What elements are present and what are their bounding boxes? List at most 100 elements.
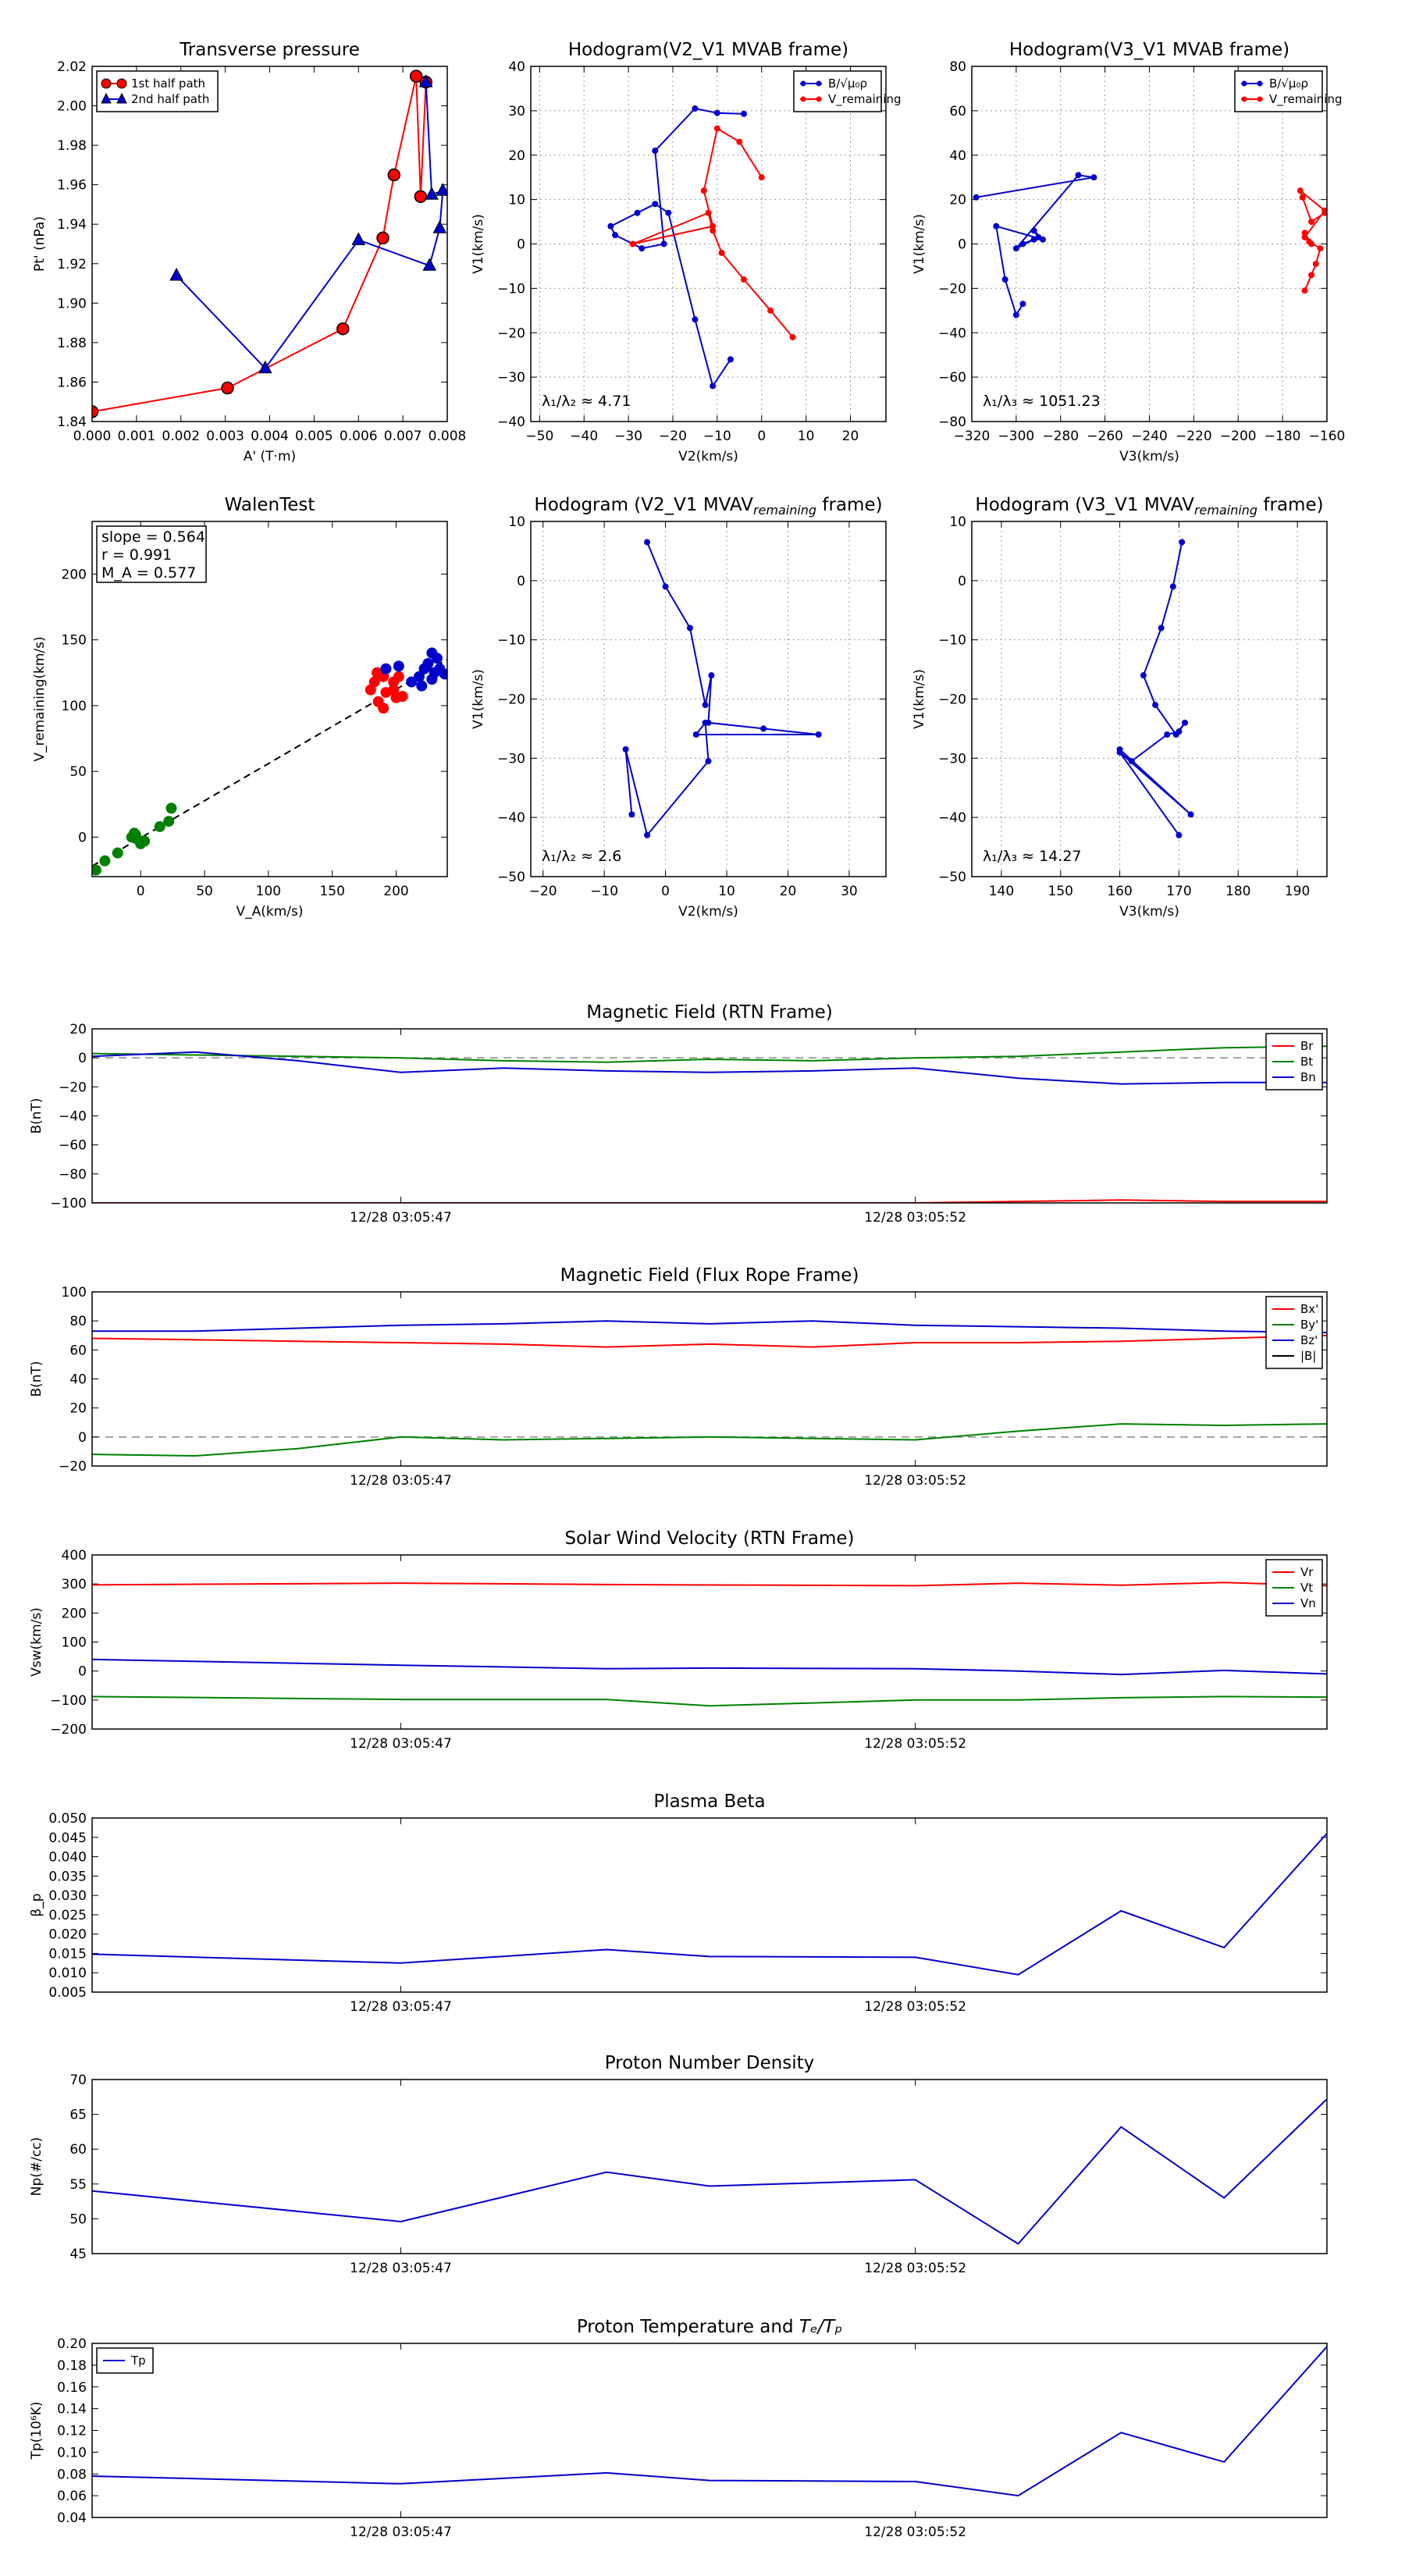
y-tick-label: 100 [62,1285,87,1300]
y-tick-label: 1.92 [57,257,87,272]
y-tick-label: 0 [78,830,87,845]
x-tick-label: −260 [1087,429,1123,444]
x-tick-label: 170 [1166,884,1191,899]
y-tick-label: 0.20 [57,2336,87,2352]
y-axis-label: V_remaining(km/s) [32,636,48,761]
title-math: Tₑ/Tₚ [799,2317,842,2337]
y-tick-label: −10 [497,281,525,297]
series-line-Br [92,1199,1327,1203]
data-point-dot [1308,240,1315,247]
x-tick-label: 0.002 [162,429,200,444]
chart-walen-test: WalenTest 0 50 100 150 200 0 50 100 150 200 V_A(km/… [32,495,448,920]
plot-frame [91,521,448,877]
legend-box [793,70,882,112]
data-point-dot [1019,240,1026,247]
data-point-dot [1172,731,1179,738]
data-point-dot [1179,539,1186,546]
data-point-dot [1164,731,1171,738]
y-tick-label: 0.18 [57,2358,87,2374]
y-tick-label: 0.050 [48,1811,87,1827]
x-tick-label: 12/28 03:05:52 [864,1999,966,2015]
data-point-dot [993,222,1000,229]
chart-magnetic-field-rtn: Magnetic Field (RTN Frame) 12/28 03:05:47… [29,1002,1328,1226]
y-tick-label: −60 [938,370,966,386]
x-tick-label: 12/28 03:05:52 [864,2261,966,2276]
plot-area [92,1045,1327,1203]
plot-area [92,2098,1327,2245]
data-point-dot [713,109,720,116]
legend-label: Br [1300,1039,1314,1053]
data-point-dot [1308,219,1315,226]
chart-title: WalenTest [225,495,315,515]
series-line-Vt [92,1695,1327,1707]
data-point-dot [622,745,629,753]
y-tick-label: 80 [949,59,966,75]
series-line-B/√μ₀ρ [976,174,1094,317]
plot-frame [91,1554,1328,1730]
data-point-triangle [422,258,437,271]
data-point-dot [973,194,980,201]
stats-box [96,525,207,583]
x-tick-label: 20 [842,429,859,444]
x-tick-label: 0.001 [118,429,156,444]
y-tick-label: 2.02 [57,59,87,75]
data-point-dot [705,209,712,216]
chart-title: Hodogram(V3_V1 MVAB frame) [1009,40,1289,60]
x-tick-label: 12/28 03:05:47 [350,1210,452,1226]
data-point-triangle [351,232,366,245]
x-tick-label: 12/28 03:05:47 [350,2261,452,2276]
data-point-dot [1297,187,1304,194]
legend-label: B/√μ₀ρ [1269,76,1308,91]
y-tick-label: −60 [59,1138,87,1154]
x-tick-label: −180 [1264,429,1301,444]
y-tick-label: 300 [62,1577,87,1592]
y-tick-label: 0 [958,237,966,253]
data-point-dot [736,138,743,145]
data-point-dot [1012,311,1019,318]
y-tick-label: −50 [938,870,966,885]
chart-title: Hodogram (V2_V1 MVAVremaining frame) [534,495,882,518]
y-axis-label: V1(km/s) [912,669,927,729]
data-point-dot [815,731,822,738]
series-line-beta [92,1833,1327,1976]
x-tick-label: 0.000 [73,429,112,444]
y-tick-label: 60 [69,1343,87,1358]
legend-marker [1257,80,1263,87]
data-point-dot [1128,758,1135,765]
series-line-Bn [92,1051,1327,1085]
data-point-dot [705,719,712,726]
stats-r: r = 0.991 [101,546,172,564]
y-tick-label: 20 [69,1022,87,1037]
scatter-point [92,864,101,876]
y-tick-label: 0.015 [48,1946,87,1962]
x-tick-label: −240 [1131,429,1168,444]
y-axis-label: Vsw(km/s) [29,1607,44,1677]
y-tick-label: 20 [949,193,966,208]
y-tick-label: 70 [69,2073,87,2088]
y-tick-label: 60 [949,104,966,119]
x-tick-label: 0.006 [340,429,378,444]
chart-hodogram-v2-v1-mvav: Hodogram (V2_V1 MVAVremaining frame)−20−… [471,495,887,920]
data-point-dot [1169,583,1176,590]
data-point-dot [1187,811,1194,818]
y-tick-label: 0.16 [57,2380,87,2396]
plot-frame [971,66,1328,422]
x-tick-label: 0.003 [206,429,244,444]
x-tick-label: 0 [757,429,766,444]
data-point-dot [652,148,659,155]
y-tick-label: −20 [59,1459,87,1475]
plot-area [622,539,822,838]
y-tick-label: 0.010 [48,1966,87,1981]
data-point-dot [692,105,699,112]
stats-ma: M_A = 0.577 [101,564,196,582]
legend-marker [1241,96,1247,102]
y-tick-label: 55 [69,2177,87,2193]
legend-marker [101,78,112,89]
x-tick-label: 50 [196,884,213,899]
data-point-dot [1012,245,1019,252]
x-tick-label: 100 [256,884,281,899]
x-tick-label: 140 [989,884,1014,899]
scatter-point [112,847,123,859]
title-part: Hodogram (V3_V1 MVAV [975,495,1194,515]
